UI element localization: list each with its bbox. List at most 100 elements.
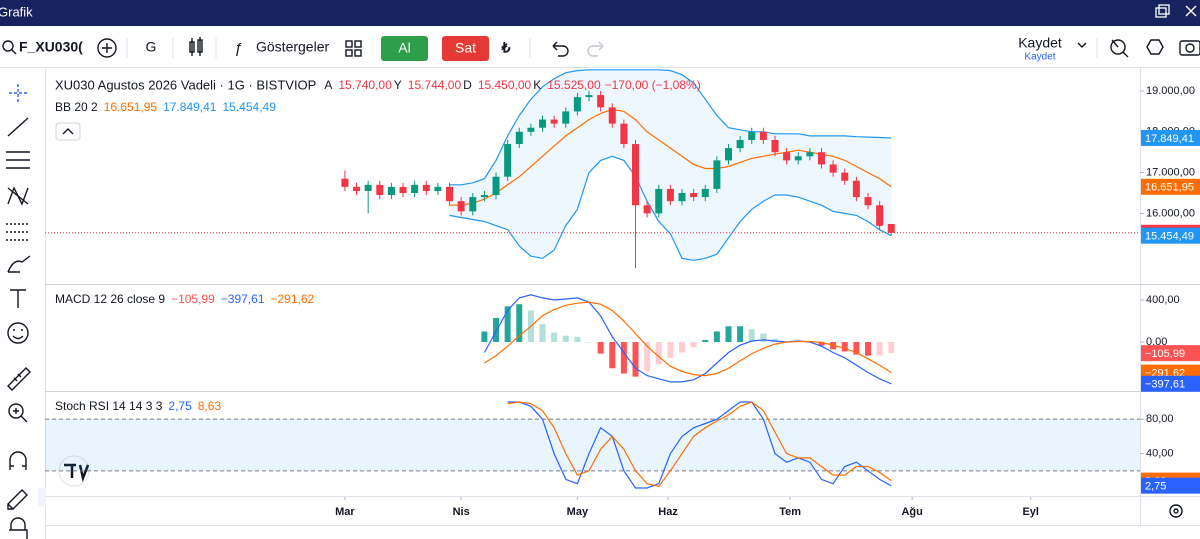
measure-tool[interactable] xyxy=(7,367,31,391)
candle-body xyxy=(422,184,430,191)
price-tag xyxy=(1141,129,1200,146)
fib-tool[interactable] xyxy=(6,151,30,169)
x-tick-label: Nis xyxy=(453,506,470,518)
save-button[interactable]: Kaydet Kaydet xyxy=(1018,35,1087,63)
macd-legend-macd: −397,61 xyxy=(221,292,265,306)
bb-mid xyxy=(449,108,892,206)
icon-tool[interactable] xyxy=(7,322,29,344)
histogram-bar xyxy=(725,326,732,343)
candle-body xyxy=(341,178,349,187)
indicators-label[interactable]: Göstergeler xyxy=(256,39,329,55)
candle-body xyxy=(817,152,825,165)
bb-legend-upper: 17.849,41 xyxy=(163,100,217,114)
buy-button[interactable] xyxy=(381,36,428,61)
candle-body xyxy=(504,144,512,177)
candle-body xyxy=(794,156,802,161)
settings-gear[interactable] xyxy=(1169,504,1183,518)
candle-body xyxy=(387,186,395,196)
chart-type-button[interactable] xyxy=(189,37,203,56)
stoch-k xyxy=(507,401,892,489)
price-tag-label: 16.651,95 xyxy=(1145,182,1194,194)
histogram-bar xyxy=(481,331,488,343)
histogram-bar xyxy=(562,335,569,343)
y-tick-label: 80,00 xyxy=(1146,413,1174,425)
sidebar-toggle[interactable] xyxy=(38,488,46,506)
window-title: Grafik xyxy=(0,4,33,19)
y-tick-label: 0,00 xyxy=(1146,336,1167,348)
histogram-bar xyxy=(667,342,674,358)
candle-body xyxy=(620,123,628,145)
candle-body xyxy=(480,195,488,198)
macd-line xyxy=(483,294,892,385)
text-tool[interactable] xyxy=(10,289,26,308)
chart-title: XU030 Agustos 2026 Vadeli · 1G · BISTVIO… xyxy=(55,77,316,92)
ohlc-value: 15.740,00 xyxy=(338,78,392,92)
stoch-legend-k: 2,75 xyxy=(168,399,192,413)
macd-legend-hist: −105,99 xyxy=(171,292,215,306)
candle-body xyxy=(411,184,419,194)
settings-button[interactable] xyxy=(1146,39,1164,55)
x-tick-label: Ağu xyxy=(901,506,922,518)
histogram-bar xyxy=(551,332,558,343)
ohlc-value: 15.744,00 xyxy=(408,78,462,92)
macd-legend-signal: −291,62 xyxy=(271,292,315,306)
histogram-bar xyxy=(620,342,627,374)
y-tick-label: 400,00 xyxy=(1146,294,1180,306)
currency[interactable]: ₺ xyxy=(501,40,511,56)
pane-1 xyxy=(481,294,895,385)
price-tag-label: 15.454,49 xyxy=(1145,231,1194,243)
bb-legend-mid: 16.651,95 xyxy=(104,100,158,114)
interval[interactable]: G xyxy=(146,39,157,55)
candle-body xyxy=(562,111,570,124)
y-tick-label: 17.000,00 xyxy=(1146,167,1195,179)
sell-button[interactable] xyxy=(442,36,489,61)
candle-body xyxy=(713,160,721,189)
collapse-arrow xyxy=(62,128,74,135)
pattern-tool[interactable] xyxy=(7,186,29,206)
symbol[interactable]: F_XU030( xyxy=(19,39,83,55)
replay-button[interactable] xyxy=(1110,39,1129,58)
projection-tool[interactable] xyxy=(6,223,30,241)
price-tag-label: −397,61 xyxy=(1145,379,1185,391)
magnet-tool[interactable] xyxy=(9,451,27,470)
indicators-button[interactable]: ƒ Göstergeler xyxy=(234,39,329,57)
histogram-bar xyxy=(864,342,871,356)
collapse-legend[interactable] xyxy=(55,122,81,141)
compare-button[interactable] xyxy=(97,38,117,58)
candle-body xyxy=(550,119,558,124)
candle-body xyxy=(876,205,884,226)
buy-label[interactable]: Al xyxy=(398,40,410,56)
trend-line-tool[interactable] xyxy=(7,117,29,137)
snapshot-button[interactable] xyxy=(1179,40,1200,56)
hide-tool[interactable] xyxy=(9,517,28,539)
candle-body xyxy=(515,131,523,145)
sell-label[interactable]: Sat xyxy=(455,40,476,56)
candle-body xyxy=(725,148,733,161)
bb-fill xyxy=(449,69,892,261)
candle-body xyxy=(469,197,477,212)
brush-tool[interactable] xyxy=(7,255,31,273)
price-tag xyxy=(1141,178,1200,195)
histogram-bar xyxy=(690,342,697,348)
x-tick-label: Mar xyxy=(335,506,355,518)
histogram-bar xyxy=(818,342,825,346)
candle-body xyxy=(399,186,407,194)
crosshair-tool[interactable] xyxy=(9,84,27,102)
undo-button[interactable] xyxy=(552,41,569,57)
price-tag xyxy=(1141,477,1200,494)
candle-body xyxy=(539,119,547,128)
price-tag xyxy=(1141,227,1200,244)
symbol-search[interactable]: F_XU030( xyxy=(2,39,83,55)
save-label[interactable]: Kaydet xyxy=(1018,35,1062,51)
candle-body xyxy=(783,152,791,161)
candle-body xyxy=(446,186,454,202)
layout-button[interactable] xyxy=(345,40,362,57)
histogram-bar xyxy=(516,304,523,343)
zoom-tool[interactable] xyxy=(8,403,28,423)
window-controls[interactable] xyxy=(1155,4,1197,18)
lock-tool[interactable] xyxy=(7,489,28,510)
price-tag-label: 2,75 xyxy=(1145,481,1166,493)
candle-body xyxy=(364,184,372,191)
y-tick-label: 19.000,00 xyxy=(1146,85,1195,97)
price-tag xyxy=(1141,375,1200,392)
